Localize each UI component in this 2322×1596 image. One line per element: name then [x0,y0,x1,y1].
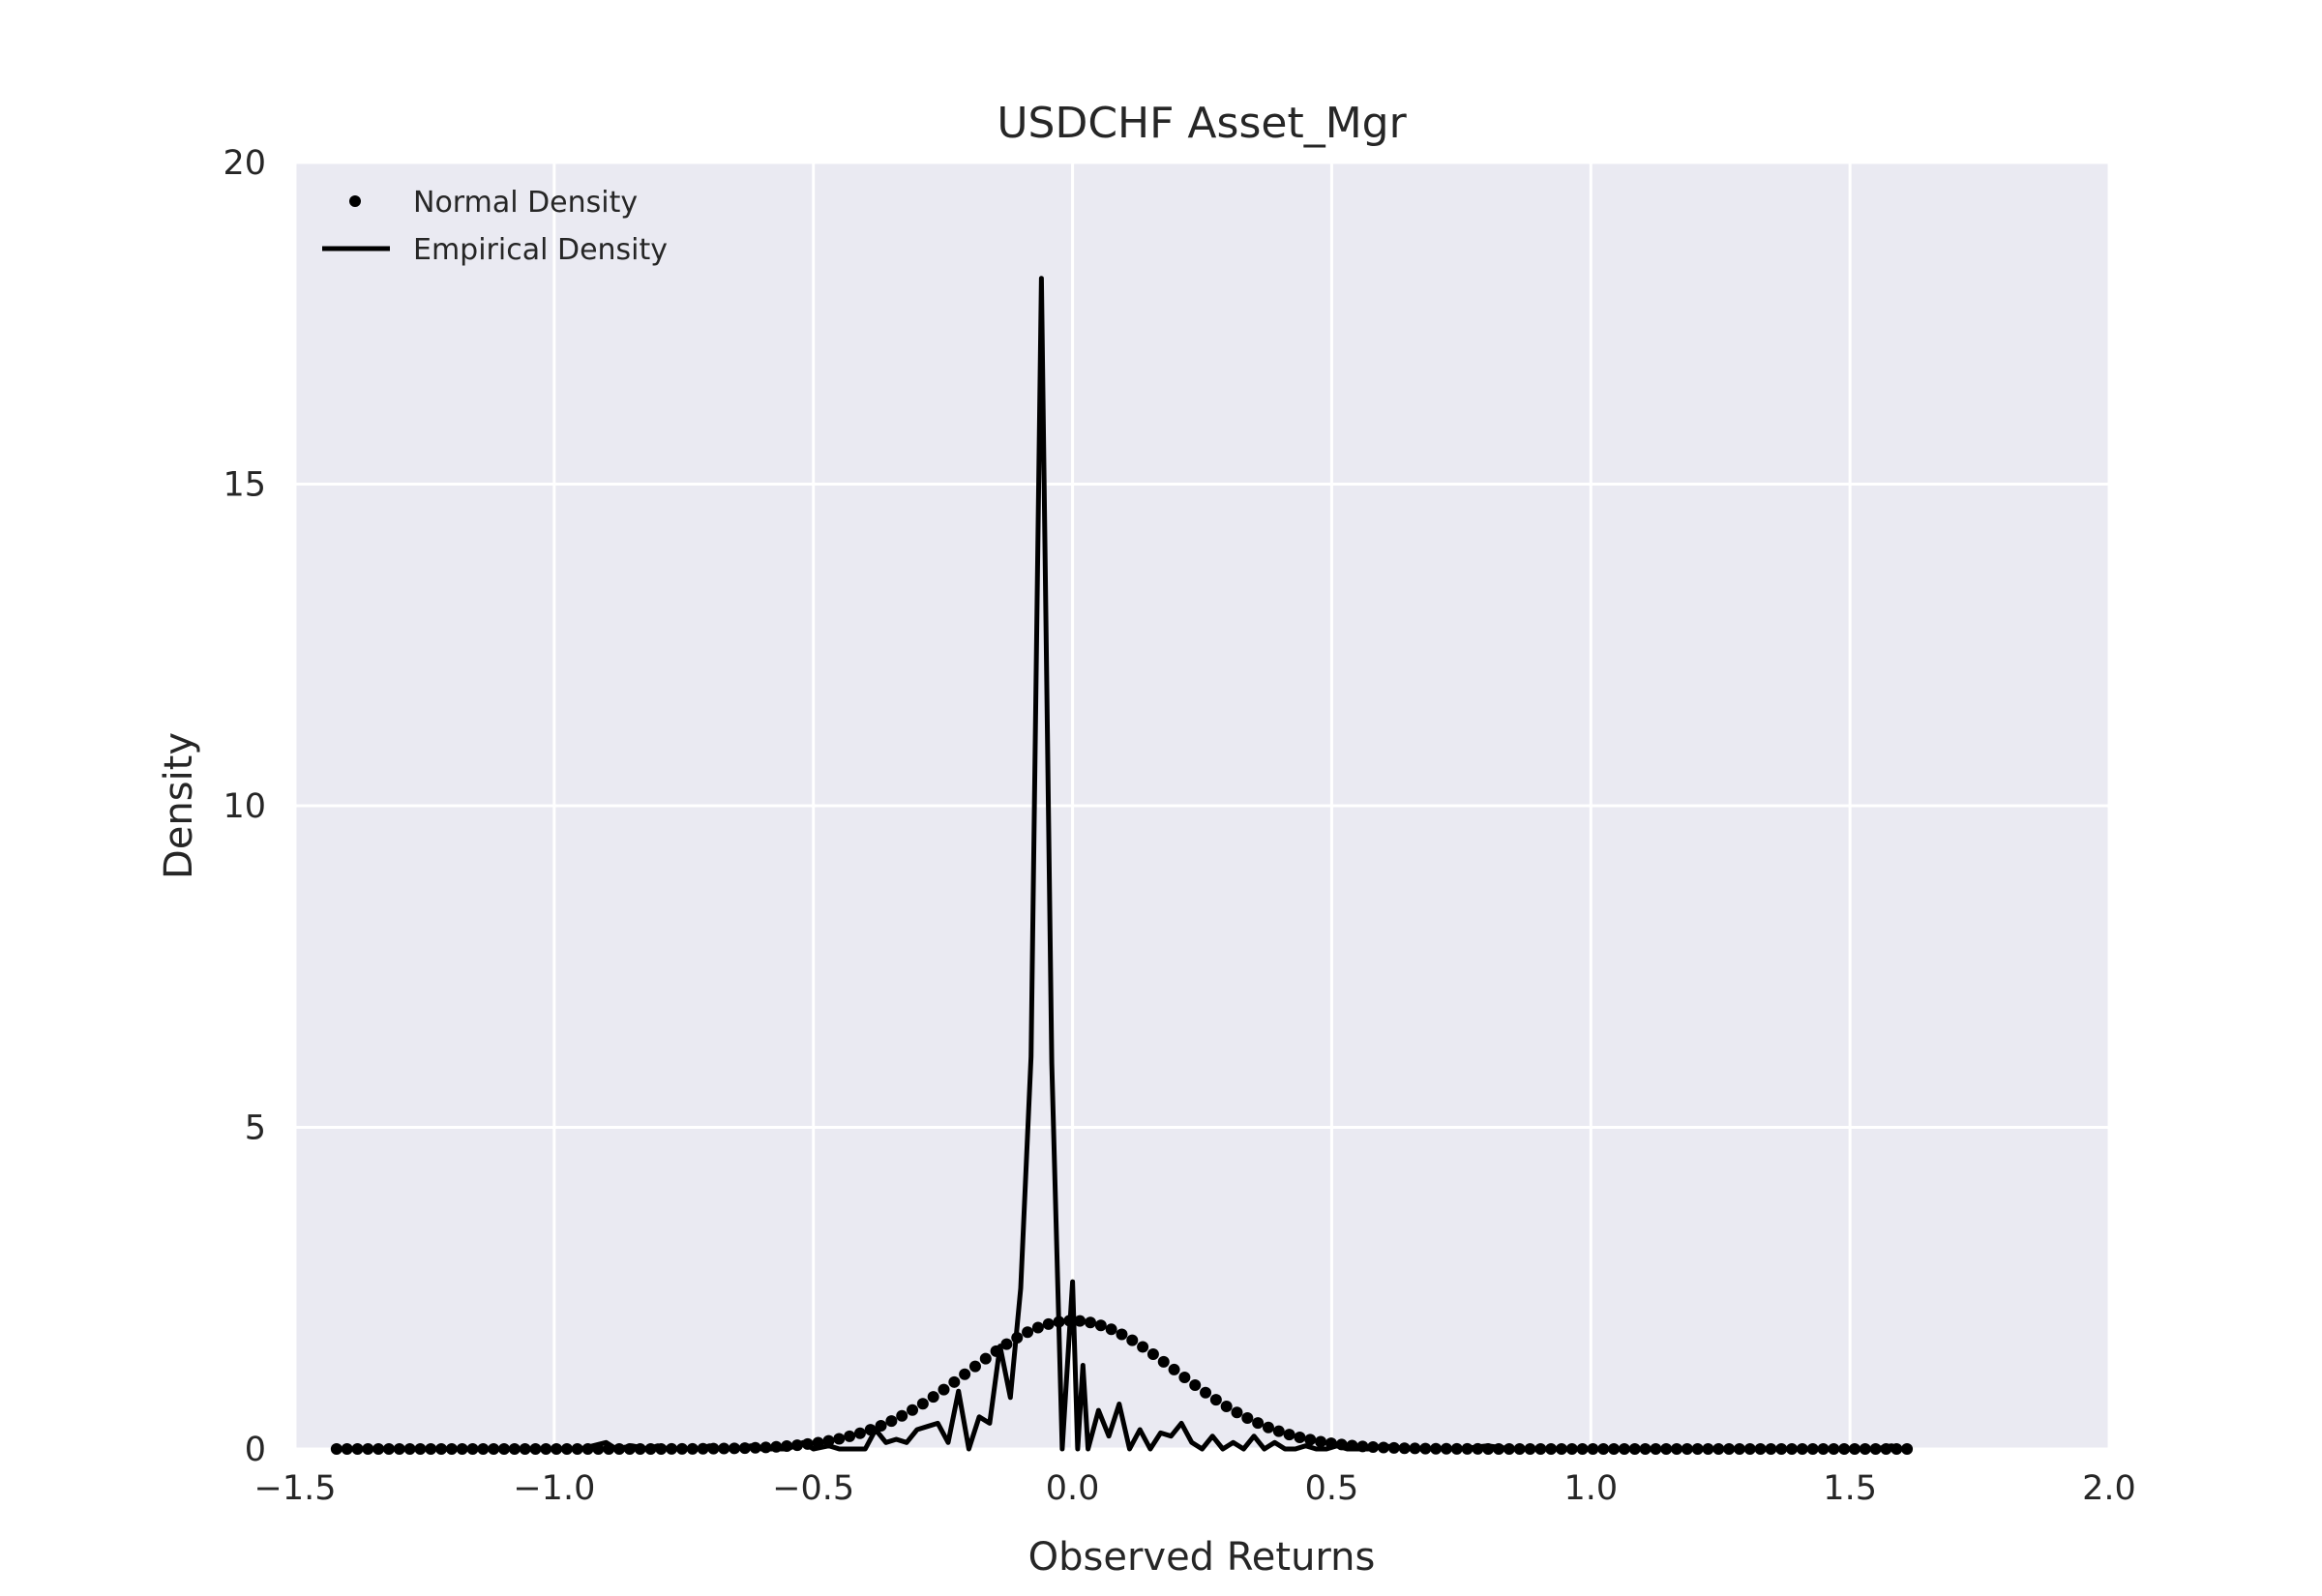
normal-density-point [1189,1379,1202,1392]
normal-density-point [968,1360,981,1373]
normal-density-point [1000,1338,1013,1350]
normal-density-point [938,1383,950,1396]
normal-density-point [1085,1316,1096,1329]
normal-density-point [833,1433,846,1445]
legend-label-empirical-density: Empirical Density [413,233,668,267]
normal-density-point [1315,1435,1327,1448]
normal-density-point [1283,1429,1295,1441]
y-tick-label: 0 [245,1431,266,1469]
y-tick-labels: 0 5 10 15 20 [223,144,266,1469]
normal-density-point [1294,1431,1306,1443]
normal-density-point [1137,1341,1149,1353]
y-tick-label: 20 [223,144,266,183]
normal-density-point [1272,1425,1285,1437]
normal-density-point [927,1391,939,1404]
x-tick-label: 1.0 [1563,1469,1618,1508]
normal-density-point [1157,1355,1170,1368]
x-tick-label: −1.0 [513,1469,595,1508]
normal-density-point [330,1443,342,1455]
x-tick-label: −0.5 [772,1469,854,1508]
normal-density-point [844,1430,856,1442]
normal-density-point [875,1419,887,1432]
normal-density-point [1178,1372,1191,1384]
normal-density-point [1022,1326,1034,1339]
x-tick-labels: −1.5 −1.0 −0.5 0.0 0.5 1.0 1.5 2.0 [254,1469,2136,1508]
normal-density-point [1031,1321,1044,1334]
normal-density-point [1220,1400,1233,1412]
normal-density-point [1262,1421,1274,1433]
chart-title: USDCHF Asset_Mgr [997,99,1407,148]
x-tick-label: −1.5 [254,1469,337,1508]
y-tick-label: 15 [223,466,266,505]
y-tick-label: 5 [245,1109,266,1148]
normal-density-point [1042,1317,1055,1330]
normal-density-point [1231,1406,1243,1419]
normal-density-point [885,1415,898,1428]
y-axis-label: Density [157,732,201,879]
x-tick-label: 2.0 [2082,1469,2136,1508]
normal-density-point [1146,1347,1159,1360]
empirical-density-line [336,276,1908,1452]
normal-density-point [916,1398,929,1410]
normal-density-point [1252,1417,1265,1430]
normal-density-point [907,1404,919,1416]
normal-density-point [948,1375,961,1388]
legend-marker-normal-density [349,195,361,207]
x-tick-label: 1.5 [1823,1469,1877,1508]
normal-density-point [1241,1412,1254,1425]
normal-density-point [1209,1394,1222,1406]
x-tick-label: 0.5 [1305,1469,1359,1508]
normal-density-point [1304,1433,1317,1446]
normal-density-point [1116,1328,1128,1341]
x-axis-label: Observed Returns [1028,1535,1376,1580]
normal-density-point [959,1368,971,1380]
normal-density-point [979,1352,992,1365]
normal-density-point [1074,1315,1087,1327]
normal-density-point [1126,1334,1139,1346]
normal-density-point [896,1409,908,1422]
x-tick-label: 0.0 [1046,1469,1100,1508]
legend-label-normal-density: Normal Density [413,186,638,220]
y-tick-label: 10 [223,787,266,826]
legend: Normal Density Empirical Density [322,186,668,267]
normal-density-point [822,1434,835,1447]
normal-density-point [1200,1386,1212,1399]
normal-density-point [1094,1319,1107,1332]
normal-density-point [853,1427,866,1439]
normal-density-point [1168,1363,1180,1375]
normal-density-point [1105,1323,1117,1336]
